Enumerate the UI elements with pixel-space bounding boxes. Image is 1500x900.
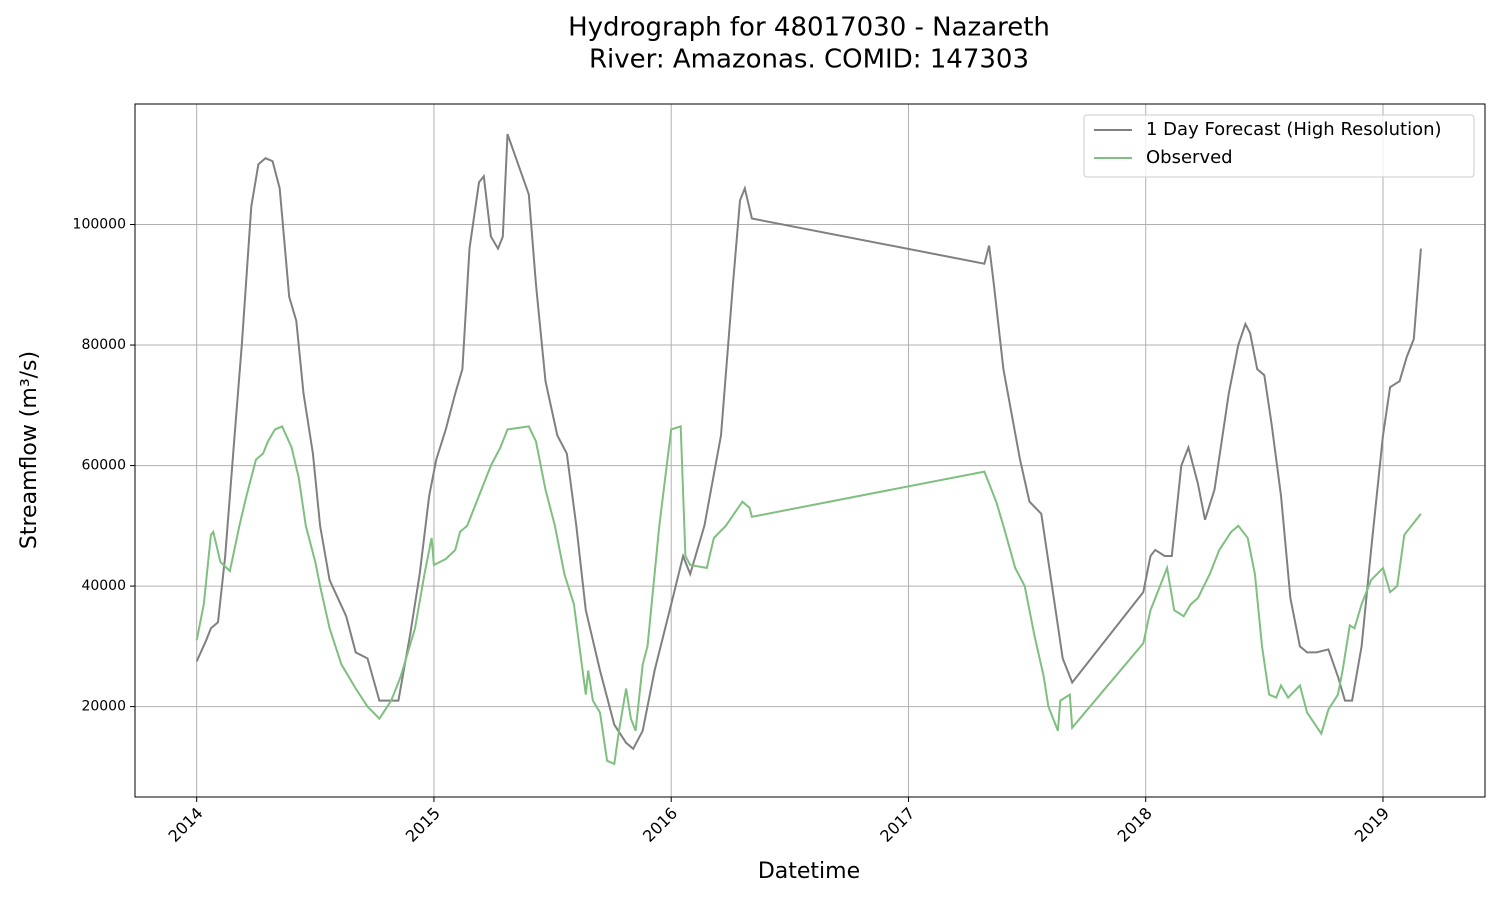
- legend-label: Observed: [1146, 147, 1233, 168]
- plot-frame: [134, 103, 1486, 798]
- y-tick-label: 60000: [81, 458, 126, 474]
- x-tick-label: 2018: [1114, 804, 1156, 846]
- x-tick-label: 2015: [402, 804, 444, 846]
- series-line: [195, 425, 1422, 766]
- chart-title: Hydrograph for 48017030 - Nazareth: [568, 13, 1050, 43]
- x-tick-label: 2019: [1351, 804, 1393, 846]
- series-line: [195, 133, 1422, 751]
- legend-label: 1 Day Forecast (High Resolution): [1146, 119, 1442, 140]
- x-axis-label: Datetime: [758, 859, 860, 884]
- y-tick-label: 40000: [81, 578, 126, 594]
- x-tick-label: 2014: [164, 804, 206, 846]
- y-tick-label: 80000: [81, 337, 126, 353]
- x-tick-label: 2016: [639, 804, 681, 846]
- y-tick-label: 100000: [73, 217, 126, 233]
- legend-box: [1083, 114, 1475, 178]
- y-tick-label: 20000: [81, 699, 126, 715]
- x-tick-label: 2017: [876, 804, 918, 846]
- chart-subtitle: River: Amazonas. COMID: 147303: [589, 45, 1029, 75]
- legend: 1 Day Forecast (High Resolution) Observed: [1083, 114, 1475, 178]
- y-axis-label: Streamflow (m³/s): [17, 351, 42, 549]
